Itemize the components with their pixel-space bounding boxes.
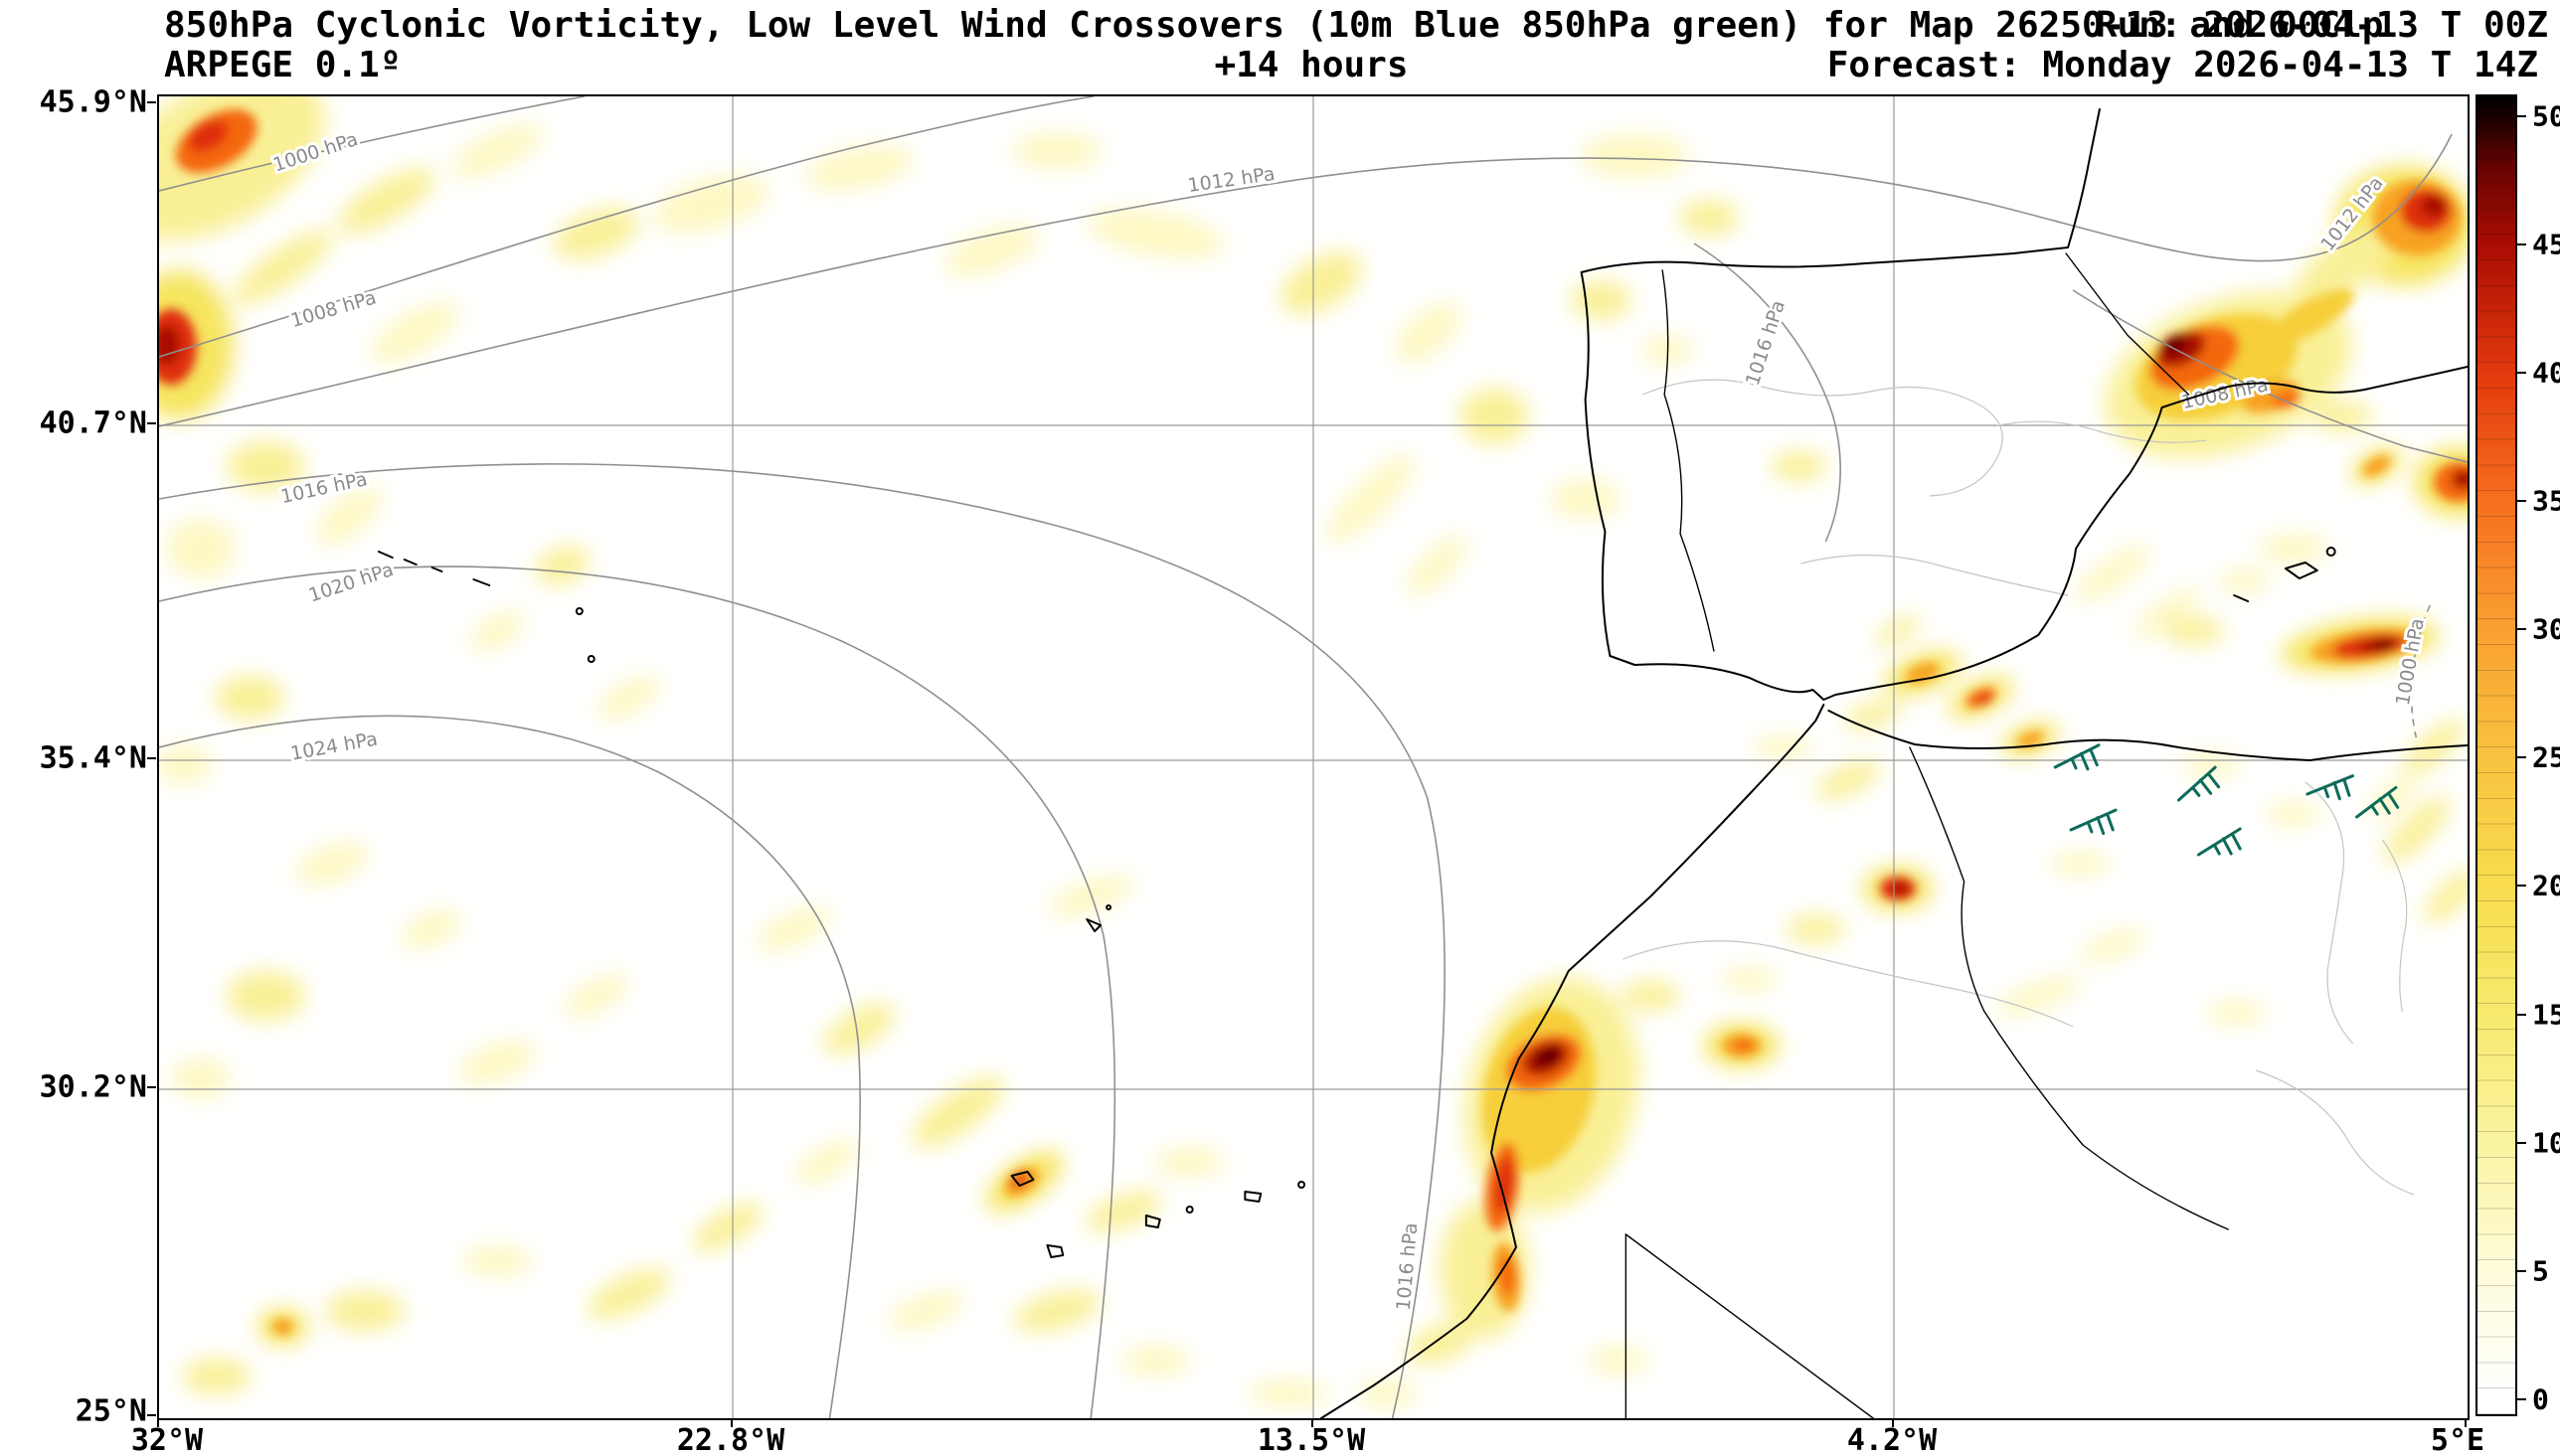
isobar-label: 1016 hPa xyxy=(1393,1221,1423,1311)
vorticity-core-layer xyxy=(159,109,2468,1335)
colorbar-tick-0: 0 xyxy=(2532,1382,2549,1416)
isobar-label: 1016 hPa xyxy=(1742,298,1790,389)
colorbar xyxy=(2475,94,2517,1416)
x-tick-5E: 5°E xyxy=(2430,1423,2485,1456)
africa-atlantic-coastline xyxy=(1319,704,1825,1418)
iberia-france-coastline xyxy=(1580,108,2468,701)
wind-barbs-850hpa xyxy=(2053,743,2400,857)
y-tick-35.4N: 35.4°N xyxy=(39,740,147,776)
terrain-contours xyxy=(1622,379,2415,1196)
colorbar-tick-35: 35 xyxy=(2532,484,2560,518)
y-tick-45.9N: 45.9°N xyxy=(39,84,147,120)
x-tick-13.5W: 13.5°W xyxy=(1257,1423,1366,1456)
colorbar-tick-50: 50 xyxy=(2532,99,2560,133)
isobar-label: 1024 hPa xyxy=(289,728,380,765)
x-tick-4.2W: 4.2°W xyxy=(1846,1423,1938,1456)
map-svg: 1000 hPa 1008 hPa 1012 hPa 1016 hPa 1020… xyxy=(159,96,2468,1418)
colorbar-tick-5: 5 xyxy=(2532,1254,2549,1288)
x-tick-22.8W: 22.8°W xyxy=(676,1423,785,1456)
y-tick-25N: 25°N xyxy=(75,1393,147,1429)
africa-mediterranean-coastline xyxy=(1827,710,2468,761)
y-tick-30.2N: 30.2°N xyxy=(39,1069,147,1105)
chart-title: 850hPa Cyclonic Vorticity, Low Level Win… xyxy=(164,5,2384,46)
x-tick-32W: 32°W xyxy=(130,1423,204,1456)
colorbar-tick-20: 20 xyxy=(2532,869,2560,902)
lead-time-label: +14 hours xyxy=(1214,45,1409,85)
model-label: ARPEGE 0.1º xyxy=(164,45,402,85)
y-tick-40.7N: 40.7°N xyxy=(39,405,147,441)
colorbar-tick-45: 45 xyxy=(2532,228,2560,261)
run-label: Run: 2026-04-13 T 00Z xyxy=(2095,5,2548,46)
map-plot-area: 1000 hPa 1008 hPa 1012 hPa 1016 hPa 1020… xyxy=(157,94,2470,1420)
colorbar-tick-40: 40 xyxy=(2532,356,2560,390)
forecast-label: Forecast: Monday 2026-04-13 T 14Z xyxy=(1826,45,2538,85)
coastline-layer xyxy=(377,108,2468,1418)
isobar-label: 1012 hPa xyxy=(1186,163,1276,197)
colorbar-tick-25: 25 xyxy=(2532,740,2560,774)
colorbar-tick-30: 30 xyxy=(2532,612,2560,646)
colorbar-tick-10: 10 xyxy=(2532,1126,2560,1160)
isobar-label: 1020 hPa xyxy=(306,559,397,606)
colorbar-tick-15: 15 xyxy=(2532,998,2560,1032)
isobar-label: 1008 hPa xyxy=(288,286,379,332)
country-borders xyxy=(1624,252,2229,1418)
islands xyxy=(377,547,2336,1258)
graticule-gridlines xyxy=(159,96,2468,1418)
